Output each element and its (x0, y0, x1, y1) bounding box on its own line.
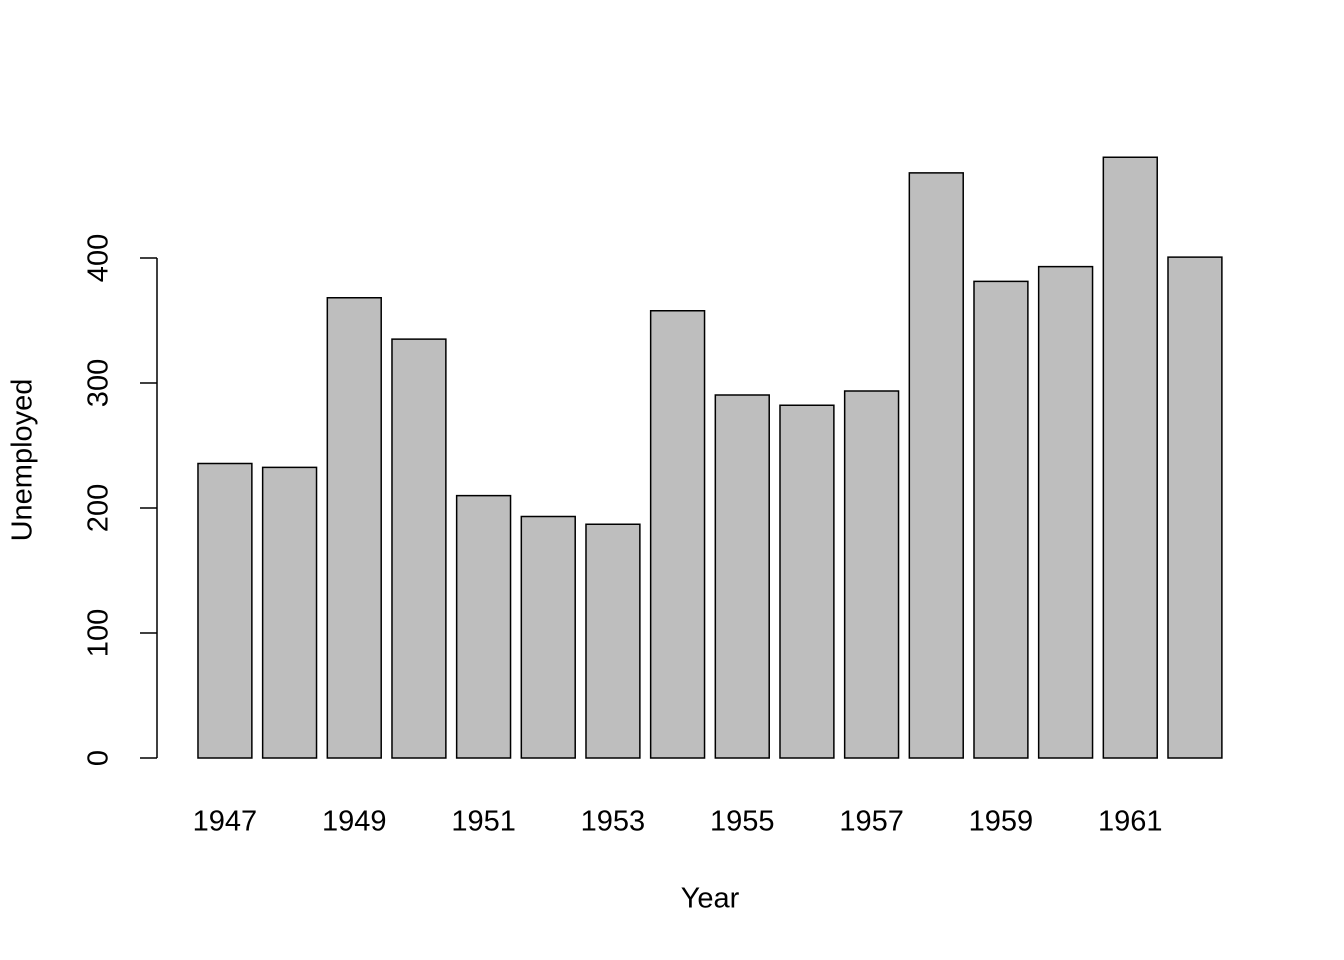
bar (1167, 256, 1223, 759)
bar (391, 338, 447, 759)
y-tick-label: 400 (83, 234, 115, 282)
bar (520, 515, 576, 759)
x-tick-label: 1947 (193, 806, 258, 838)
x-tick-label: 1955 (710, 806, 775, 838)
bar (1037, 265, 1094, 759)
bar (843, 390, 900, 759)
bar (197, 462, 253, 759)
x-tick-label: 1951 (451, 806, 516, 838)
bar (779, 404, 835, 759)
x-tick-label: 1953 (581, 806, 646, 838)
y-tick-label: 100 (83, 609, 115, 657)
y-tick-label: 0 (83, 750, 115, 766)
y-tick-label: 200 (83, 484, 115, 532)
bar (1102, 156, 1158, 759)
x-axis-title: Year (681, 883, 740, 915)
bar (326, 297, 382, 759)
x-tick-label: 1959 (969, 806, 1034, 838)
bar (585, 523, 641, 759)
y-axis-title: Unemployed (7, 379, 39, 542)
x-tick-label: 1949 (322, 806, 387, 838)
x-tick-label: 1957 (839, 806, 904, 838)
bar (261, 466, 318, 759)
bar (714, 394, 770, 759)
bar (649, 310, 706, 759)
x-tick-label: 1961 (1098, 806, 1163, 838)
bar (455, 494, 512, 759)
bar (973, 280, 1029, 759)
bar (908, 172, 964, 759)
y-tick-label: 300 (83, 359, 115, 407)
